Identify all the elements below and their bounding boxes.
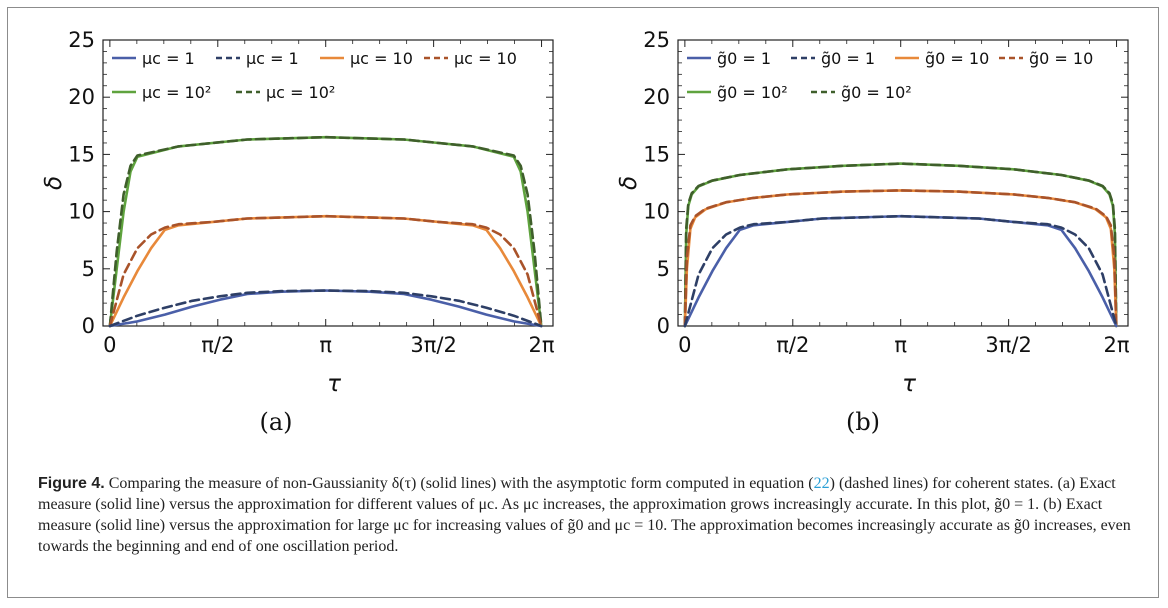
x-tick-label: 2π [529,333,555,357]
x-tick-label: 0 [103,333,116,357]
series-line [108,289,543,328]
legend-entry: g̃0 = 10² [717,83,788,102]
x-axis-label: τ [902,371,916,397]
equation-link[interactable]: 22 [813,475,830,492]
panel-label-a: (a) [259,408,293,436]
series-line [683,214,1118,328]
legend-entry: μc = 1 [142,49,195,68]
x-tick-label: π [319,333,332,357]
legend-entry: μc = 10² [142,83,211,102]
x-tick-label: 3π/2 [410,333,456,357]
chart-panel-b: 0 5 10 15 20 25 0 π/2 π 3π/2 2π τ δ g̃0 = 1 g̃0 = 1 g̃0… [616,28,1130,397]
series-line [683,189,1118,328]
plot-frame [102,39,554,327]
series-line [683,162,1118,328]
legend-entry: g̃0 = 1 [717,49,771,68]
y-tick-label: 20 [643,85,670,109]
legend-entry: g̃0 = 1 [821,49,875,68]
series-line [108,135,543,328]
series-line [108,214,543,328]
x-tick-label: 3π/2 [985,333,1031,357]
series-line [108,135,543,328]
panel-label-b: (b) [845,408,881,436]
y-tick-label: 5 [82,257,95,281]
figure-frame: 0 5 10 15 20 25 0 π/2 π 3π/2 2π τ δ μc = 1 μc = 1 μc = … [7,7,1159,598]
series-line [108,214,543,328]
y-tick-label: 15 [643,142,670,166]
y-axis-label: δ [616,176,642,190]
x-tick-label: π/2 [201,333,234,357]
series-line [683,189,1118,328]
x-tick-label: π/2 [776,333,809,357]
caption-label: Figure 4. [38,475,105,492]
y-tick-label: 20 [68,85,95,109]
x-axis-label: τ [327,371,341,397]
y-tick-label: 10 [68,200,95,224]
series-line [683,214,1118,328]
y-tick-label: 10 [643,200,670,224]
caption-text-1: Comparing the measure of non-Gaussianity… [104,475,814,492]
legend-entry: g̃0 = 10 [1029,49,1093,68]
caption-text-2: ) (dashed lines) for coherent states. (a… [38,475,1131,555]
y-tick-label: 0 [657,314,670,338]
legend-entry: μc = 10² [266,83,335,102]
x-tick-label: 0 [678,333,691,357]
legend-entry: μc = 1 [246,49,299,68]
x-tick-label: 2π [1104,333,1130,357]
plot-frame [677,39,1129,327]
legend-entry: g̃0 = 10² [841,83,912,102]
y-tick-label: 5 [657,257,670,281]
chart-panel-a: 0 5 10 15 20 25 0 π/2 π 3π/2 2π τ δ μc = 1 μc = 1 μc = … [41,28,555,397]
legend-entry: μc = 10 [350,49,413,68]
y-tick-label: 25 [68,28,95,52]
series-line [683,162,1118,328]
legend-entry: g̃0 = 10 [925,49,989,68]
y-axis-label: δ [41,176,67,190]
y-tick-label: 0 [82,314,95,338]
x-tick-label: π [894,333,907,357]
y-tick-label: 25 [643,28,670,52]
y-tick-label: 15 [68,142,95,166]
figure-caption: Figure 4. Comparing the measure of non-G… [38,473,1143,557]
legend-entry: μc = 10 [454,49,517,68]
